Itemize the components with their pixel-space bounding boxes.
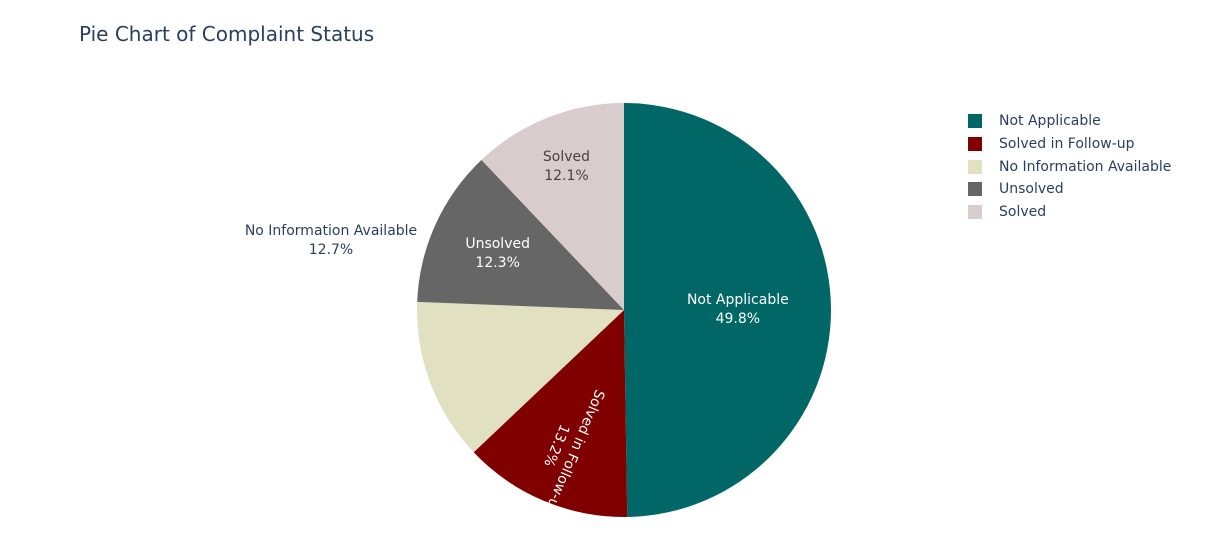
pie-slice-not-applicable[interactable]	[624, 103, 831, 517]
chart-title: Pie Chart of Complaint Status	[79, 22, 375, 46]
legend-item-solved-in-follow-up[interactable]: Solved in Follow-up	[968, 133, 1171, 156]
legend-item-no-information-available[interactable]: No Information Available	[968, 155, 1171, 178]
slice-label-percent: 12.7%	[309, 242, 353, 258]
legend-item-not-applicable[interactable]: Not Applicable	[968, 110, 1171, 133]
legend-swatch	[968, 182, 982, 197]
legend-swatch	[968, 137, 982, 152]
slice-label-name: No Information Available	[245, 223, 417, 239]
slice-label-unsolved: Unsolved 12.3%	[465, 236, 530, 271]
pie-slice-no-information-available[interactable]	[417, 301, 624, 453]
slice-label-not-applicable: Not Applicable 49.8%	[687, 292, 789, 327]
pie-slice-solved[interactable]	[481, 103, 624, 310]
legend-swatch	[968, 205, 982, 220]
legend-label: No Information Available	[999, 158, 1172, 175]
legend-label: Unsolved	[999, 181, 1064, 198]
slice-label-percent: 12.1%	[544, 168, 588, 184]
slice-label-percent: 49.8%	[716, 311, 760, 327]
slice-label-name: Solved	[543, 149, 590, 165]
pie-slice-unsolved[interactable]	[417, 159, 624, 310]
slice-label-percent: 12.3%	[475, 255, 519, 271]
pie-slice-solved-in-follow-up[interactable]	[473, 310, 628, 517]
legend: Not Applicable Solved in Follow-up No In…	[968, 110, 1171, 223]
legend-swatch	[968, 159, 982, 174]
slice-label-solved: Solved 12.1%	[543, 149, 590, 184]
legend-label: Not Applicable	[999, 113, 1101, 130]
legend-label: Solved	[999, 204, 1047, 221]
legend-item-unsolved[interactable]: Unsolved	[968, 178, 1171, 201]
legend-swatch	[968, 114, 982, 129]
legend-item-solved[interactable]: Solved	[968, 201, 1171, 224]
legend-label: Solved in Follow-up	[999, 136, 1135, 153]
slice-label-no-information-available: No Information Available 12.7%	[245, 223, 417, 258]
slice-label-name: Unsolved	[465, 236, 530, 252]
slice-label-name: Not Applicable	[687, 292, 789, 308]
